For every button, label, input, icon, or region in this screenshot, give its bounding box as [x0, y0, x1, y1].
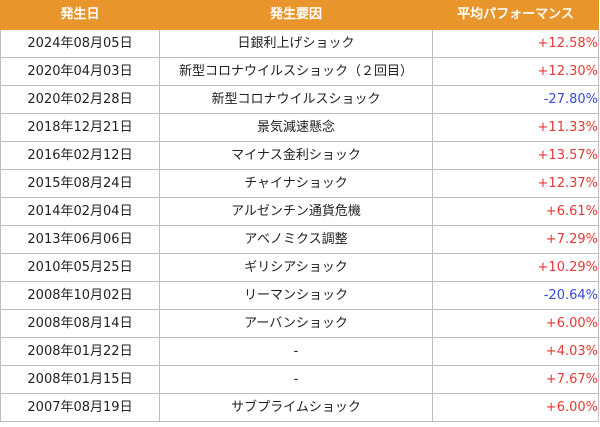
cell-date: 2013年06月06日 — [0, 225, 160, 254]
cell-cause: 日銀利上げショック — [159, 29, 433, 58]
table-row: 2008年08月14日 アーバンショック +6.00% — [0, 309, 599, 338]
cell-date: 2015年08月24日 — [0, 169, 160, 198]
header-cause: 発生要因 — [159, 0, 433, 30]
cell-date: 2007年08月19日 — [0, 393, 160, 422]
cell-performance: +6.00% — [432, 393, 599, 422]
table-header: 発生日 発生要因 平均パフォーマンス — [0, 0, 599, 30]
cell-performance: +6.61% — [432, 197, 599, 226]
cell-cause: 景気減速懸念 — [159, 113, 433, 142]
cell-date: 2010年05月25日 — [0, 253, 160, 282]
table-row: 2013年06月06日 アベノミクス調整 +7.29% — [0, 225, 599, 254]
cell-cause: アーバンショック — [159, 309, 433, 338]
table-row: 2016年02月12日 マイナス金利ショック +13.57% — [0, 141, 599, 170]
cell-cause: 新型コロナウイルスショック（２回目） — [159, 57, 433, 86]
cell-date: 2008年08月14日 — [0, 309, 160, 338]
cell-performance: +10.29% — [432, 253, 599, 282]
cell-cause: アベノミクス調整 — [159, 225, 433, 254]
table-row: 2015年08月24日 チャイナショック +12.37% — [0, 169, 599, 198]
table-row: 2008年01月22日 - +4.03% — [0, 337, 599, 366]
table-row: 2008年01月15日 - +7.67% — [0, 365, 599, 394]
cell-performance: +12.37% — [432, 169, 599, 198]
cell-performance: +7.29% — [432, 225, 599, 254]
table-row: 2014年02月04日 アルゼンチン通貨危機 +6.61% — [0, 197, 599, 226]
cell-performance: +12.30% — [432, 57, 599, 86]
cell-performance: -27.80% — [432, 85, 599, 114]
cell-performance: +4.03% — [432, 337, 599, 366]
table-body: 2024年08月05日 日銀利上げショック +12.58% 2020年04月03日 新型… — [0, 29, 599, 422]
cell-performance: +12.58% — [432, 29, 599, 58]
cell-cause: リーマンショック — [159, 281, 433, 310]
cell-performance: +13.57% — [432, 141, 599, 170]
table-row: 2024年08月05日 日銀利上げショック +12.58% — [0, 29, 599, 58]
cell-cause: 新型コロナウイルスショック — [159, 85, 433, 114]
table-row: 2008年10月02日 リーマンショック -20.64% — [0, 281, 599, 310]
header-row: 発生日 発生要因 平均パフォーマンス — [0, 0, 599, 30]
cell-cause: アルゼンチン通貨危機 — [159, 197, 433, 226]
cell-cause: - — [159, 365, 433, 394]
cell-performance: +11.33% — [432, 113, 599, 142]
table-row: 2020年02月28日 新型コロナウイルスショック -27.80% — [0, 85, 599, 114]
cell-date: 2020年02月28日 — [0, 85, 160, 114]
cell-cause: チャイナショック — [159, 169, 433, 198]
cell-performance: +7.67% — [432, 365, 599, 394]
table-row: 2018年12月21日 景気減速懸念 +11.33% — [0, 113, 599, 142]
cell-date: 2018年12月21日 — [0, 113, 160, 142]
cell-performance: -20.64% — [432, 281, 599, 310]
header-date: 発生日 — [0, 0, 160, 30]
cell-date: 2008年10月02日 — [0, 281, 160, 310]
table-row: 2020年04月03日 新型コロナウイルスショック（２回目） +12.30% — [0, 57, 599, 86]
cell-cause: マイナス金利ショック — [159, 141, 433, 170]
cell-date: 2016年02月12日 — [0, 141, 160, 170]
cell-cause: ギリシアショック — [159, 253, 433, 282]
table-row: 2007年08月19日 サブプライムショック +6.00% — [0, 393, 599, 422]
table-row: 2010年05月25日 ギリシアショック +10.29% — [0, 253, 599, 282]
header-performance: 平均パフォーマンス — [432, 0, 599, 30]
cell-date: 2008年01月15日 — [0, 365, 160, 394]
cell-date: 2008年01月22日 — [0, 337, 160, 366]
cell-cause: - — [159, 337, 433, 366]
cell-date: 2024年08月05日 — [0, 29, 160, 58]
cell-date: 2020年04月03日 — [0, 57, 160, 86]
cell-performance: +6.00% — [432, 309, 599, 338]
cell-cause: サブプライムショック — [159, 393, 433, 422]
cell-date: 2014年02月04日 — [0, 197, 160, 226]
